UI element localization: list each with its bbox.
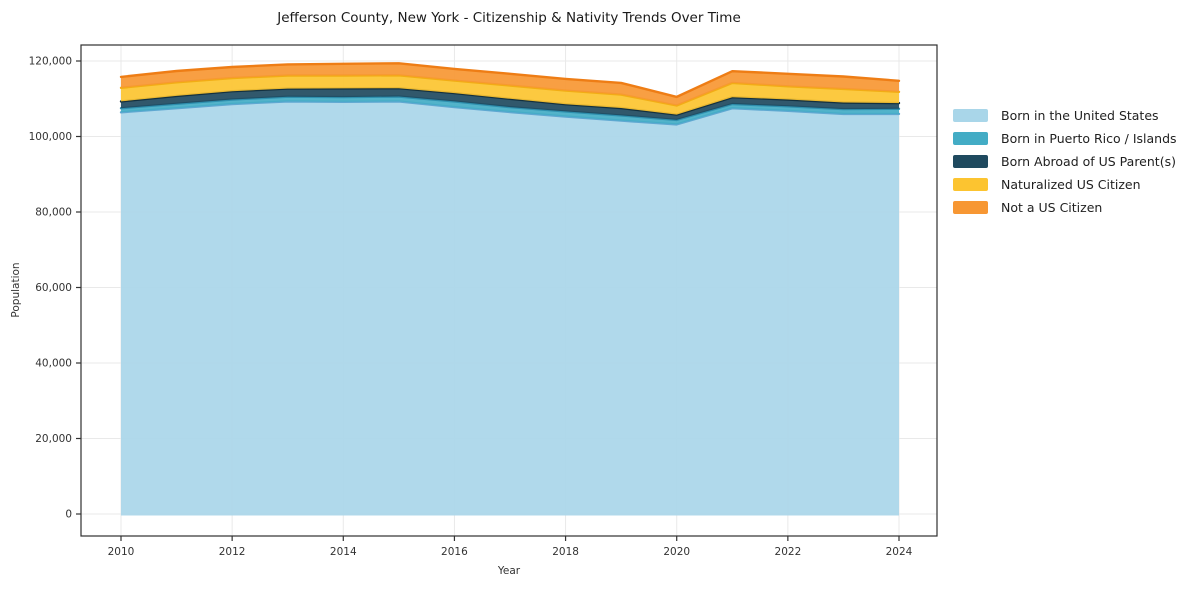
edge-not-a-us-citizen bbox=[119, 62, 901, 99]
legend-item-born-in-the-united-states: Born in the United States bbox=[953, 109, 1177, 122]
x-tick-label: 2012 bbox=[219, 546, 246, 558]
legend-label: Born Abroad of US Parent(s) bbox=[1001, 154, 1176, 169]
plot-border bbox=[80, 44, 938, 537]
legend-item-not-a-us-citizen: Not a US Citizen bbox=[953, 201, 1177, 214]
y-tick-label: 60,000 bbox=[35, 282, 72, 294]
area-born-abroad-of-us-parent-s bbox=[121, 88, 899, 120]
y-tick-label: 0 bbox=[65, 509, 72, 521]
y-tick-label: 40,000 bbox=[35, 358, 72, 370]
x-tick-label: 2018 bbox=[552, 546, 579, 558]
x-tick-label: 2014 bbox=[330, 546, 357, 558]
x-axis-title: Year bbox=[497, 565, 521, 577]
legend-label: Born in the United States bbox=[1001, 108, 1159, 123]
legend-swatch bbox=[953, 155, 988, 168]
y-axis-title: Population bbox=[10, 262, 22, 318]
legend-swatch bbox=[953, 109, 988, 122]
legend-item-naturalized-us-citizen: Naturalized US Citizen bbox=[953, 178, 1177, 191]
area-born-in-puerto-rico-islands bbox=[121, 96, 899, 125]
y-tick-label: 100,000 bbox=[29, 131, 72, 143]
x-tick-label: 2024 bbox=[886, 546, 913, 558]
legend-label: Not a US Citizen bbox=[1001, 200, 1103, 215]
legend-item-born-abroad-of-us-parent-s: Born Abroad of US Parent(s) bbox=[953, 155, 1177, 168]
legend-swatch bbox=[953, 178, 988, 191]
area-naturalized-us-citizen bbox=[121, 75, 899, 115]
legend: Born in the United States Born in Puerto … bbox=[953, 109, 1177, 214]
chart-title: Jefferson County, New York - Citizenship… bbox=[277, 10, 741, 26]
y-tick-label: 80,000 bbox=[35, 207, 72, 219]
y-tick-label: 20,000 bbox=[35, 433, 72, 445]
y-tick-label: 120,000 bbox=[29, 56, 72, 68]
legend-label: Naturalized US Citizen bbox=[1001, 177, 1141, 192]
x-tick-label: 2016 bbox=[441, 546, 468, 558]
legend-swatch bbox=[953, 132, 988, 145]
area-not-a-us-citizen bbox=[121, 63, 899, 106]
legend-item-born-in-puerto-rico-islands: Born in Puerto Rico / Islands bbox=[953, 132, 1177, 145]
x-tick-label: 2010 bbox=[108, 546, 135, 558]
x-tick-label: 2022 bbox=[775, 546, 802, 558]
x-tick-label: 2020 bbox=[663, 546, 690, 558]
area-born-in-the-united-states bbox=[121, 101, 899, 516]
legend-label: Born in Puerto Rico / Islands bbox=[1001, 131, 1177, 146]
legend-swatch bbox=[953, 201, 988, 214]
